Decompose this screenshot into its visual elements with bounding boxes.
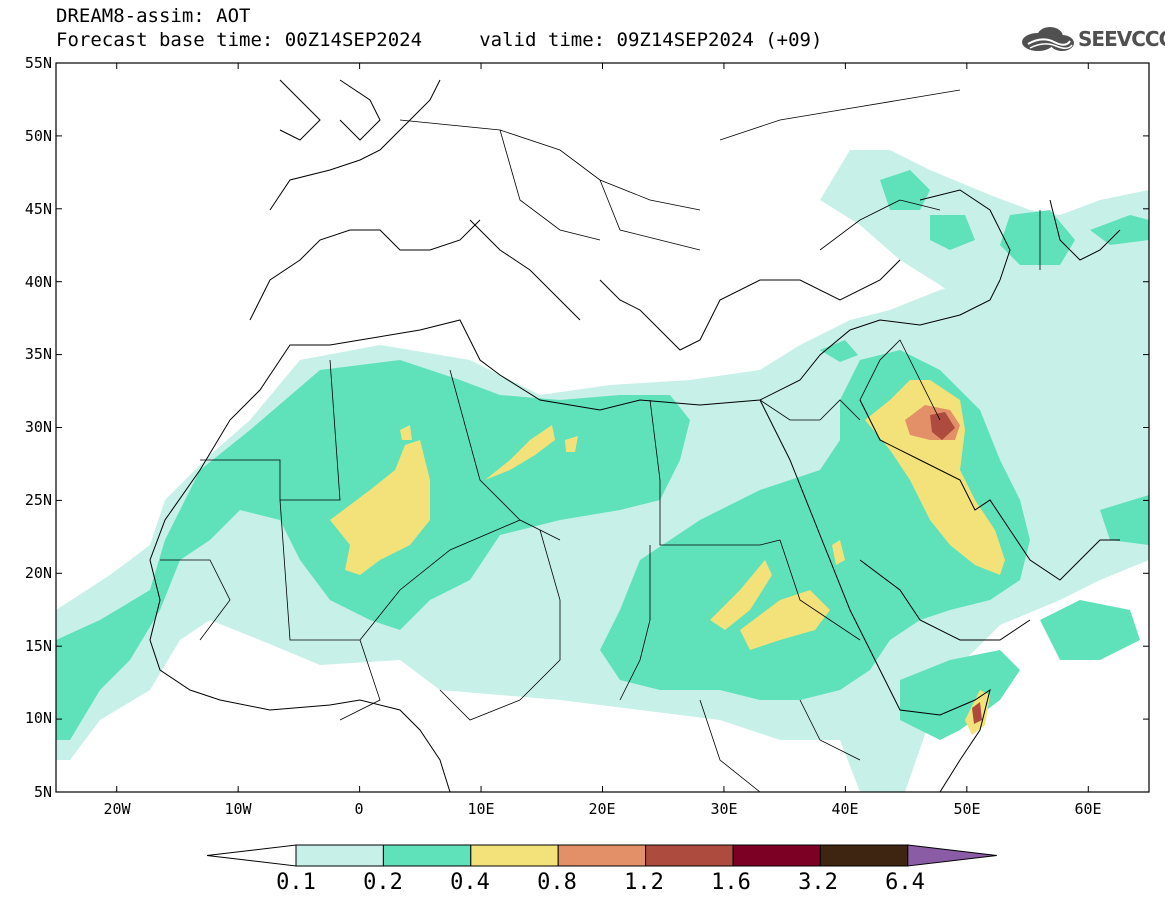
aot-map <box>55 62 1150 793</box>
lat-label: 55N <box>24 54 52 72</box>
colorbar-max-arrow <box>907 844 997 867</box>
colorbar-box <box>645 844 734 867</box>
lon-label: 50E <box>953 800 981 818</box>
colorbar-box <box>557 844 647 867</box>
lat-label: 50N <box>24 127 52 145</box>
lat-label: 45N <box>24 200 52 218</box>
logo-text: SEEVCCC <box>1078 27 1165 51</box>
colorbar-label: 0.2 <box>363 870 403 895</box>
colorbar-label: 1.2 <box>624 870 664 895</box>
colorbar-box <box>295 844 384 867</box>
cloud-logo-icon <box>1022 27 1074 51</box>
aot-shading-0.8 <box>905 405 982 724</box>
lon-label: 40E <box>831 800 859 818</box>
lon-label: 30E <box>710 800 738 818</box>
lon-label: 10W <box>224 800 252 818</box>
lon-label: 0 <box>354 800 364 818</box>
lat-label: 10N <box>24 709 52 727</box>
lat-label: 25N <box>24 491 52 509</box>
aot-shading-0.4 <box>330 380 1005 735</box>
coastlines <box>149 79 1121 792</box>
colorbar-label: 1.6 <box>711 870 751 895</box>
colorbar-label: 0.8 <box>537 870 577 895</box>
colorbar-label: 6.4 <box>885 870 925 895</box>
lon-label: 20E <box>588 800 616 818</box>
lon-label: 60E <box>1074 800 1102 818</box>
colorbar-box <box>382 844 472 867</box>
colorbar-min-arrow <box>206 844 297 867</box>
colorbar-label: 3.2 <box>798 870 838 895</box>
map-title: DREAM8-assim: AOT <box>56 5 251 27</box>
lat-label: 15N <box>24 637 52 655</box>
colorbar-label: 0.4 <box>450 870 490 895</box>
colorbar-box <box>732 844 821 867</box>
lat-label: 20N <box>24 564 52 582</box>
axis-ticks <box>56 62 1149 793</box>
lon-label: 20W <box>103 800 131 818</box>
lat-label: 30N <box>24 418 52 436</box>
seevccc-logo: SEEVCCC <box>1018 24 1165 54</box>
lon-label: 10E <box>467 800 495 818</box>
lat-label: 5N <box>33 783 52 801</box>
lat-label: 35N <box>24 345 52 363</box>
colorbar-label: 0.1 <box>276 870 316 895</box>
country-borders <box>160 89 1041 792</box>
colorbar-box <box>470 844 559 867</box>
lat-label: 40N <box>24 273 52 291</box>
forecast-times: Forecast base time: 00Z14SEP2024 valid t… <box>56 29 823 51</box>
colorbar-box <box>819 844 909 867</box>
